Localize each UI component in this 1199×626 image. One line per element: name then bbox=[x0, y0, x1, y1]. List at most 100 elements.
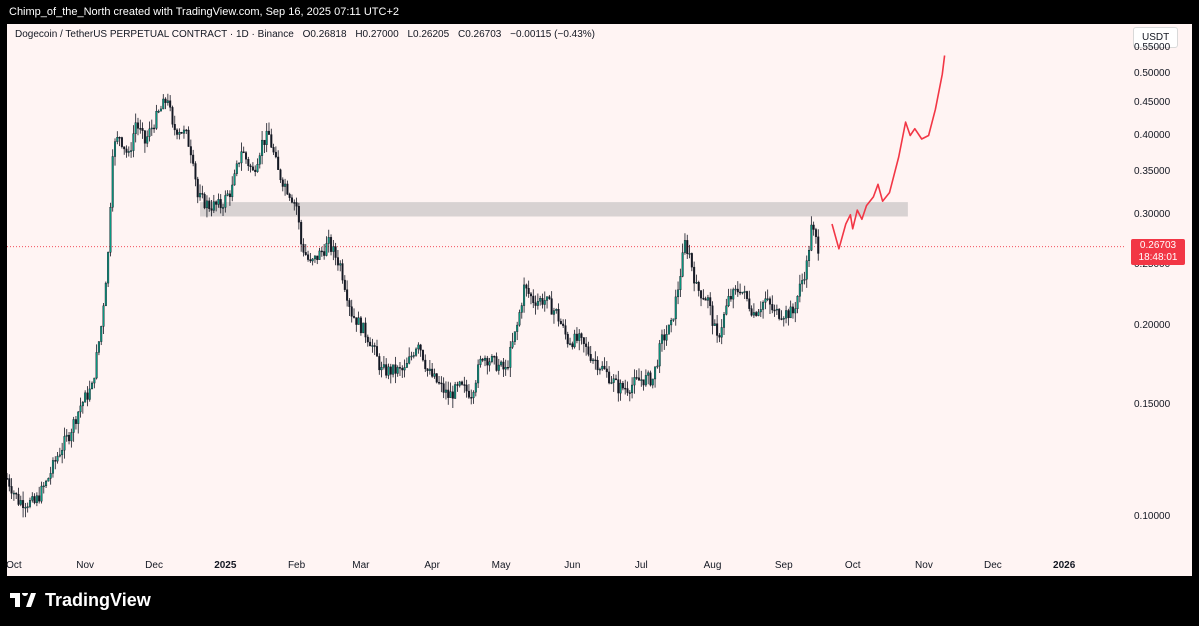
candle-up bbox=[695, 282, 698, 284]
candle-up bbox=[166, 100, 169, 103]
candle-up bbox=[130, 150, 133, 152]
candle-down bbox=[603, 365, 606, 370]
candle-down bbox=[495, 356, 498, 371]
tradingview-logo[interactable]: TradingView bbox=[10, 589, 151, 612]
candle-down bbox=[748, 298, 751, 309]
candle-up bbox=[681, 252, 684, 277]
x-tick-label: Dec bbox=[983, 560, 1002, 571]
candle-down bbox=[615, 378, 618, 380]
candle-down bbox=[353, 316, 356, 318]
candle-up bbox=[240, 151, 243, 164]
last-price-label: 0.26703 18:48:01 bbox=[1131, 238, 1185, 265]
candle-down bbox=[486, 357, 489, 366]
candle-down bbox=[463, 384, 466, 386]
candlestick-chart[interactable] bbox=[7, 24, 1192, 576]
candle-down bbox=[164, 98, 167, 103]
candle-down bbox=[534, 302, 537, 306]
candle-down bbox=[348, 300, 351, 307]
candle-down bbox=[481, 358, 484, 361]
candle-down bbox=[621, 382, 624, 389]
candle-down bbox=[424, 359, 427, 370]
candle-up bbox=[592, 359, 595, 362]
candle-up bbox=[109, 207, 112, 253]
candle-down bbox=[548, 296, 551, 299]
x-tick-label: Jun bbox=[564, 560, 581, 571]
candle-up bbox=[40, 485, 43, 502]
candle-up bbox=[178, 131, 181, 135]
candle-up bbox=[518, 312, 521, 326]
y-tick-label: 0.55000 bbox=[1134, 41, 1171, 53]
candle-down bbox=[304, 252, 307, 255]
candle-down bbox=[529, 293, 532, 297]
x-tick-label: Aug bbox=[703, 560, 722, 571]
candle-down bbox=[557, 309, 560, 322]
chart-panel[interactable]: Dogecoin / TetherUS PERPETUAL CONTRACT ·… bbox=[7, 24, 1192, 576]
candle-up bbox=[357, 317, 360, 325]
x-tick-label: May bbox=[491, 560, 511, 571]
ohlc-change: −0.00115 (−0.43%) bbox=[510, 29, 596, 40]
candle-down bbox=[341, 263, 344, 281]
tradingview-icon bbox=[10, 589, 36, 612]
candle-up bbox=[382, 364, 385, 368]
candle-up bbox=[759, 309, 762, 313]
candle-up bbox=[677, 289, 680, 298]
candle-down bbox=[502, 361, 505, 370]
candle-up bbox=[644, 375, 647, 386]
candle-up bbox=[155, 110, 158, 129]
candle-up bbox=[31, 496, 34, 501]
candle-up bbox=[660, 334, 663, 344]
candle-down bbox=[171, 107, 174, 125]
candle-down bbox=[153, 127, 156, 130]
candle-up bbox=[261, 139, 264, 156]
candle-down bbox=[169, 100, 172, 108]
candle-up bbox=[472, 391, 475, 399]
currency-button[interactable]: USDT bbox=[1133, 27, 1179, 48]
y-tick-label: 0.30000 bbox=[1134, 208, 1171, 220]
candle-down bbox=[375, 346, 379, 357]
candle-down bbox=[254, 169, 257, 172]
candle-down bbox=[208, 200, 211, 209]
candle-up bbox=[226, 193, 229, 196]
x-tick-label: Mar bbox=[352, 560, 370, 571]
candle-up bbox=[688, 253, 691, 255]
candle-down bbox=[15, 492, 18, 495]
candle-down bbox=[814, 229, 817, 238]
candle-down bbox=[628, 392, 631, 394]
candle-up bbox=[601, 365, 604, 370]
x-tick-label: 2025 bbox=[214, 560, 237, 571]
candle-up bbox=[640, 379, 643, 381]
candle-down bbox=[194, 163, 197, 180]
candle-up bbox=[516, 324, 519, 332]
candle-up bbox=[520, 305, 523, 313]
candle-up bbox=[727, 296, 730, 307]
candle-down bbox=[626, 388, 629, 393]
candle-up bbox=[24, 506, 27, 509]
candle-up bbox=[93, 377, 96, 384]
candle-down bbox=[123, 146, 126, 150]
y-tick-label: 0.15000 bbox=[1134, 399, 1171, 411]
candle-up bbox=[212, 201, 215, 211]
candle-down bbox=[120, 137, 123, 147]
candle-down bbox=[336, 257, 339, 266]
candle-down bbox=[686, 240, 689, 254]
candle-up bbox=[392, 364, 395, 375]
candle-up bbox=[741, 291, 744, 294]
candle-down bbox=[690, 253, 693, 268]
candle-down bbox=[249, 165, 252, 168]
candle-down bbox=[470, 397, 473, 399]
candle-up bbox=[100, 326, 103, 342]
candle-down bbox=[38, 495, 41, 502]
candle-up bbox=[555, 309, 558, 311]
candle-down bbox=[456, 384, 459, 386]
candle-down bbox=[125, 148, 128, 153]
candle-down bbox=[461, 381, 464, 385]
candle-up bbox=[513, 331, 516, 342]
candle-down bbox=[663, 334, 666, 341]
candle-down bbox=[201, 193, 204, 195]
x-tick-label: Apr bbox=[424, 560, 440, 571]
candle-up bbox=[107, 252, 110, 284]
candle-down bbox=[389, 366, 392, 375]
y-tick-label: 0.35000 bbox=[1134, 166, 1171, 178]
candle-up bbox=[477, 364, 480, 384]
candle-down bbox=[608, 371, 611, 384]
